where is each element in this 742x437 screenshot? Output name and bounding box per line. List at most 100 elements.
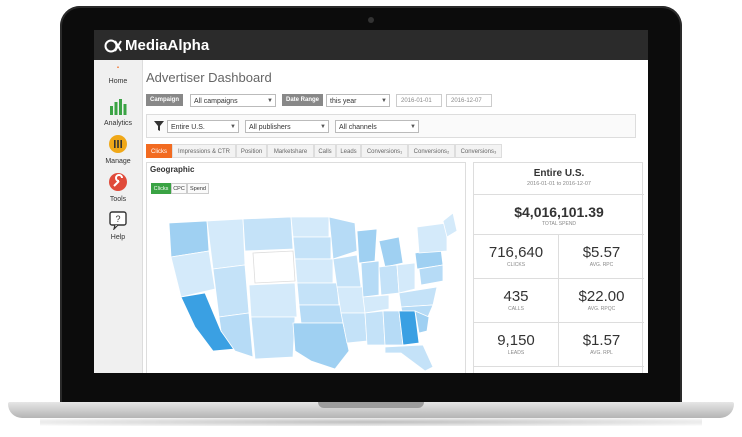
- chevron-down-icon: ▼: [320, 124, 326, 130]
- map-state[interactable]: [356, 228, 378, 264]
- sidebar-item-manage[interactable]: Manage: [94, 134, 142, 165]
- date-to-input[interactable]: 2016-12-07: [446, 94, 492, 107]
- filter-row-audience: Entire U.S. ▼ All publishers ▼ All chann…: [146, 114, 636, 138]
- list-icon: [109, 135, 127, 153]
- stat-avg-rpl: $1.57 AVG. RPL: [559, 323, 644, 367]
- map-state[interactable]: [252, 250, 296, 284]
- map-state[interactable]: [290, 216, 330, 238]
- publishers-select-value: All publishers: [249, 124, 291, 131]
- sidebar-item-label: Home: [108, 78, 128, 85]
- map-state[interactable]: [170, 250, 216, 298]
- tab-calls[interactable]: Calls: [314, 144, 336, 158]
- sidebar-item-help[interactable]: ? Help: [94, 210, 142, 241]
- home-icon: [117, 66, 119, 68]
- map-state[interactable]: [248, 282, 298, 318]
- metric-tabs: Clicks Impressions & CTR Position Market…: [146, 144, 646, 158]
- tab-position[interactable]: Position: [236, 144, 267, 158]
- laptop-base: [8, 402, 734, 418]
- map-state[interactable]: [296, 282, 340, 306]
- map-state[interactable]: [218, 312, 254, 358]
- map-state[interactable]: [364, 310, 386, 346]
- map-state[interactable]: [360, 260, 380, 298]
- help-icon: ?: [109, 211, 127, 231]
- filter-icon[interactable]: [154, 121, 164, 131]
- geographic-title: Geographic: [150, 165, 195, 174]
- date-range-label: Date Range: [282, 94, 324, 106]
- map-state[interactable]: [332, 254, 362, 288]
- map-state[interactable]: [398, 310, 420, 346]
- stat-label: AVG. RPC: [589, 262, 614, 268]
- map-state[interactable]: [292, 236, 332, 260]
- laptop-notch: [318, 402, 424, 408]
- map-state[interactable]: [396, 262, 416, 294]
- map-state[interactable]: [362, 294, 390, 314]
- map-state[interactable]: [250, 316, 296, 360]
- geographic-panel: Geographic Clicks CPC Spend: [146, 162, 466, 373]
- sidebar-item-label: Tools: [109, 196, 127, 203]
- us-choropleth-map[interactable]: [157, 201, 457, 371]
- sidebar-item-home[interactable]: Home: [94, 66, 142, 85]
- tab-marketshare[interactable]: Marketshare: [267, 144, 314, 158]
- tab-conversions-3[interactable]: Conversions₃: [455, 144, 502, 158]
- campaign-select[interactable]: All campaigns ▼: [190, 94, 276, 107]
- sidebar-item-analytics[interactable]: Analytics: [94, 96, 142, 127]
- camera-icon: [368, 17, 374, 23]
- stat-value: 9,150: [497, 332, 535, 349]
- stat-leads: 9,150 LEADS: [474, 323, 559, 367]
- stat-value: 435: [503, 288, 529, 305]
- map-state[interactable]: [298, 304, 344, 324]
- channels-select[interactable]: All channels ▼: [335, 120, 419, 133]
- chevron-down-icon: ▼: [230, 124, 236, 130]
- channels-select-value: All channels: [339, 124, 377, 131]
- laptop-shadow: [40, 418, 702, 426]
- geo-clicks-button[interactable]: Clicks: [151, 183, 171, 194]
- map-state[interactable]: [384, 344, 434, 371]
- logo[interactable]: MediaAlpha: [104, 37, 209, 54]
- sidebar: Home Analytics Manage: [94, 60, 143, 373]
- map-state[interactable]: [442, 212, 457, 238]
- stat-label: CLICKS: [506, 262, 526, 268]
- campaign-label: Campaign: [146, 94, 184, 106]
- map-state[interactable]: [328, 216, 358, 260]
- map-state[interactable]: [206, 218, 246, 270]
- stat-value: 716,640: [488, 244, 544, 261]
- tab-impressions-ctr[interactable]: Impressions & CTR: [172, 144, 236, 158]
- date-from-input[interactable]: 2016-01-01: [396, 94, 442, 107]
- region-select-value: Entire U.S.: [171, 124, 205, 131]
- total-spend: $4,016,101.39 TOTAL SPEND: [474, 195, 644, 235]
- tab-conversions-1[interactable]: Conversions₁: [361, 144, 408, 158]
- geo-cpc-button[interactable]: CPC: [171, 183, 187, 194]
- stats-region: Entire U.S.: [533, 168, 585, 179]
- sidebar-item-label: Help: [110, 234, 126, 241]
- map-state[interactable]: [336, 286, 366, 314]
- sidebar-item-label: Analytics: [103, 120, 132, 127]
- page-title: Advertiser Dashboard: [146, 70, 272, 85]
- logo-text: MediaAlpha: [125, 37, 210, 54]
- map-state[interactable]: [212, 264, 250, 318]
- region-select[interactable]: Entire U.S. ▼: [167, 120, 239, 133]
- tab-leads[interactable]: Leads: [336, 144, 361, 158]
- geo-spend-button[interactable]: Spend: [187, 183, 209, 194]
- tab-conversions-2[interactable]: Conversions₂: [408, 144, 455, 158]
- wrench-icon: [109, 173, 127, 191]
- stat-label: AVG. RPL: [590, 350, 613, 356]
- map-state[interactable]: [242, 216, 294, 252]
- stats-date-range: 2016-01-01 to 2016-12-07: [527, 181, 591, 187]
- top-bar: MediaAlpha: [94, 30, 648, 60]
- map-state[interactable]: [294, 258, 334, 284]
- map-state[interactable]: [418, 264, 444, 286]
- chevron-down-icon: ▼: [410, 124, 416, 130]
- map-state[interactable]: [416, 222, 448, 254]
- map-state[interactable]: [378, 236, 404, 268]
- svg-text:?: ?: [115, 214, 120, 224]
- tab-clicks[interactable]: Clicks: [146, 144, 172, 158]
- app-screen: MediaAlpha Home Analytics: [94, 30, 648, 373]
- chevron-down-icon: ▼: [381, 98, 387, 104]
- map-state[interactable]: [378, 264, 400, 296]
- publishers-select[interactable]: All publishers ▼: [245, 120, 329, 133]
- map-state[interactable]: [414, 310, 430, 334]
- sidebar-item-tools[interactable]: Tools: [94, 172, 142, 203]
- stats-panel: Entire U.S. 2016-01-01 to 2016-12-07 $4,…: [473, 162, 644, 373]
- date-range-select[interactable]: this year ▼: [326, 94, 390, 107]
- map-state[interactable]: [292, 322, 350, 370]
